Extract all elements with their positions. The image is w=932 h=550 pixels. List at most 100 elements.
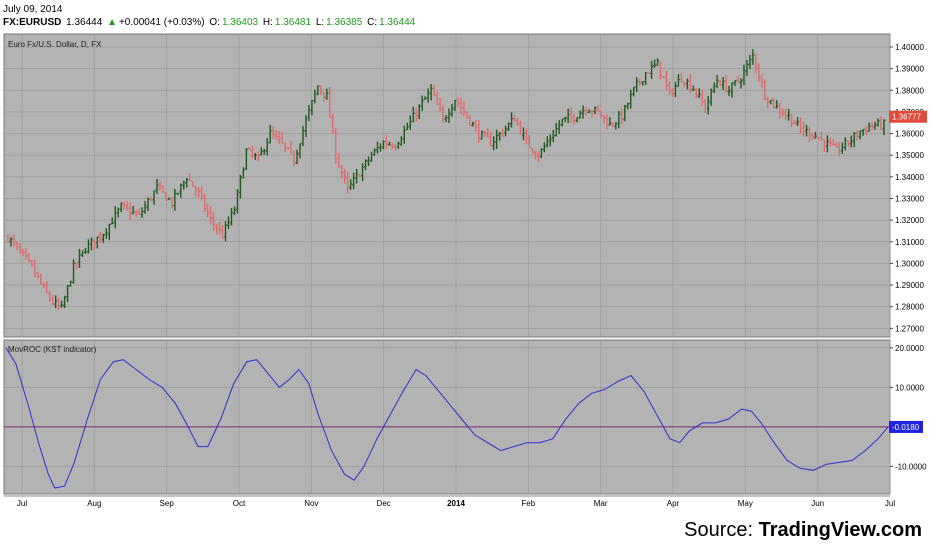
ohlc-bar-up (626, 102, 630, 110)
ohlc-bar-up (420, 95, 424, 112)
ohlc-bar-up (185, 177, 189, 188)
x-tick-label: May (738, 499, 753, 508)
ohlc-bar-down (819, 132, 823, 141)
ohlc-bar-up (262, 149, 266, 155)
price-y-axis[interactable]: 1.400001.390001.380001.370001.360001.350… (890, 43, 924, 333)
ohlc-bar-up (54, 295, 58, 309)
indicator-gridlines (4, 340, 891, 494)
ohlc-bar-up (83, 247, 87, 254)
x-tick-label: 2014 (447, 499, 465, 508)
indicator-y-axis[interactable]: 20.0000 10.0000 -10.0000 (890, 344, 927, 471)
ohlc-bar-up (733, 80, 737, 86)
ohlc-bar-up (739, 78, 743, 89)
ohlc-bar-down (280, 131, 284, 144)
x-tick-label: Mar (594, 499, 608, 508)
ohlc-bar-up (304, 114, 308, 138)
price-y-tick-label: 1.32000 (895, 216, 924, 225)
ohlc-bar-up (852, 131, 856, 148)
ohlc-bar-up (742, 64, 746, 86)
ohlc-bar-up (539, 148, 543, 159)
ohlc-bar-down (670, 88, 674, 98)
ohlc-bar-up (542, 142, 546, 153)
time-x-axis[interactable]: Jul Aug Sep Oct Nov Dec 2014 Feb Mar Apr May Jun Jul (4, 495, 895, 508)
ohlc-bar-up (364, 159, 368, 171)
indicator-y-tick-label: -10.0000 (895, 462, 927, 471)
close-value: 1.36444 (379, 17, 416, 28)
indicator-pane-background (3, 339, 891, 495)
ohlc-bar-down (456, 96, 460, 108)
ohlc-bar-down (682, 81, 686, 88)
ohlc-bar-up (429, 84, 433, 101)
ohlc-bar-up (60, 300, 64, 308)
ohlc-bar-up (316, 85, 320, 96)
ohlc-bar-down (611, 122, 615, 128)
ohlc-bar-down (834, 141, 838, 148)
price-pane[interactable]: Euro Fx/U.S. Dollar, D, FX 1.40000 1.3900… (3, 33, 927, 338)
ohlc-bar-down (292, 150, 296, 166)
ohlc-bar-down (286, 147, 290, 150)
ohlc-bar-down (191, 180, 195, 187)
ohlc-bar-down (36, 272, 40, 279)
ohlc-bar-down (283, 142, 287, 153)
ohlc-bar-down (489, 131, 493, 147)
ohlc-bar-down (358, 173, 362, 177)
ohlc-bar-up (179, 183, 183, 198)
ohlc-bar-up (608, 117, 612, 126)
ohlc-bar-down (864, 125, 868, 136)
ohlc-bar-down (328, 87, 332, 118)
ohlc-bar-up (876, 118, 880, 127)
indicator-y-tick-label: 20.0000 (895, 344, 924, 353)
low-value: 1.36385 (326, 17, 363, 28)
ohlc-bar-up (372, 148, 376, 156)
ohlc-bar-up (66, 285, 70, 302)
chart-canvas[interactable]: Euro Fx/U.S. Dollar, D, FX 1.40000 1.3900… (0, 32, 932, 520)
ohlc-bar-up (727, 85, 731, 97)
ohlc-bar-down (793, 119, 797, 125)
ohlc-bar-up (775, 100, 779, 109)
ohlc-bar-down (569, 107, 573, 123)
ohlc-bar-up (563, 116, 567, 123)
source-credit: Source: TradingView.com (684, 519, 922, 542)
ohlc-bar-down (584, 107, 588, 116)
ohlc-bar-down (763, 79, 767, 101)
ohlc-bar-down (438, 97, 442, 112)
ohlc-bar-up (378, 143, 382, 152)
ohlc-bar-down (340, 165, 344, 179)
ohlc-bar-up (268, 124, 272, 144)
ohlc-bar-up (325, 88, 329, 100)
ohlc-bar-down (474, 120, 478, 132)
ohlc-bar-down (659, 61, 663, 80)
ohlc-bar-down (468, 115, 472, 127)
ohlc-bar-up (593, 106, 597, 115)
ohlc-bar-down (393, 143, 397, 151)
ohlc-bar-up (507, 122, 511, 131)
ohlc-bar-up (110, 217, 114, 225)
ohlc-bar-down (781, 108, 785, 117)
ohlc-bar-down (572, 113, 576, 125)
x-tick-label: Jun (811, 499, 824, 508)
source-prefix: Source: (684, 519, 759, 541)
ohlc-bar-up (617, 110, 621, 129)
ohlc-bar-up (143, 200, 147, 214)
ohlc-bar-down (599, 110, 603, 118)
price-y-tick-label: 1.39000 (895, 65, 924, 74)
ohlc-bar-down (15, 241, 19, 251)
low-label: L: (315, 17, 325, 28)
x-tick-label: Oct (233, 499, 246, 508)
ohlc-bar-up (730, 82, 734, 98)
ohlc-bar-down (24, 247, 28, 261)
ohlc-bar-up (349, 179, 353, 190)
ohlc-bar-down (161, 184, 165, 193)
ohlc-bar-down (384, 135, 388, 149)
ohlc-bar-down (134, 209, 138, 217)
ohlc-bar-down (527, 135, 531, 148)
ohlc-bar-down (39, 273, 43, 285)
x-tick-label: Nov (304, 499, 318, 508)
ohlc-bar-down (700, 89, 704, 106)
indicator-y-tick-label: 10.0000 (895, 383, 924, 392)
ohlc-bar-up (131, 205, 135, 215)
symbol-label[interactable]: FX:EURUSD (3, 17, 62, 28)
x-tick-label: Aug (87, 499, 101, 508)
indicator-pane[interactable]: MovROC (KST indicator) 20.0000 10.0000 -10… (3, 339, 927, 495)
ohlc-bar-down (48, 290, 52, 302)
